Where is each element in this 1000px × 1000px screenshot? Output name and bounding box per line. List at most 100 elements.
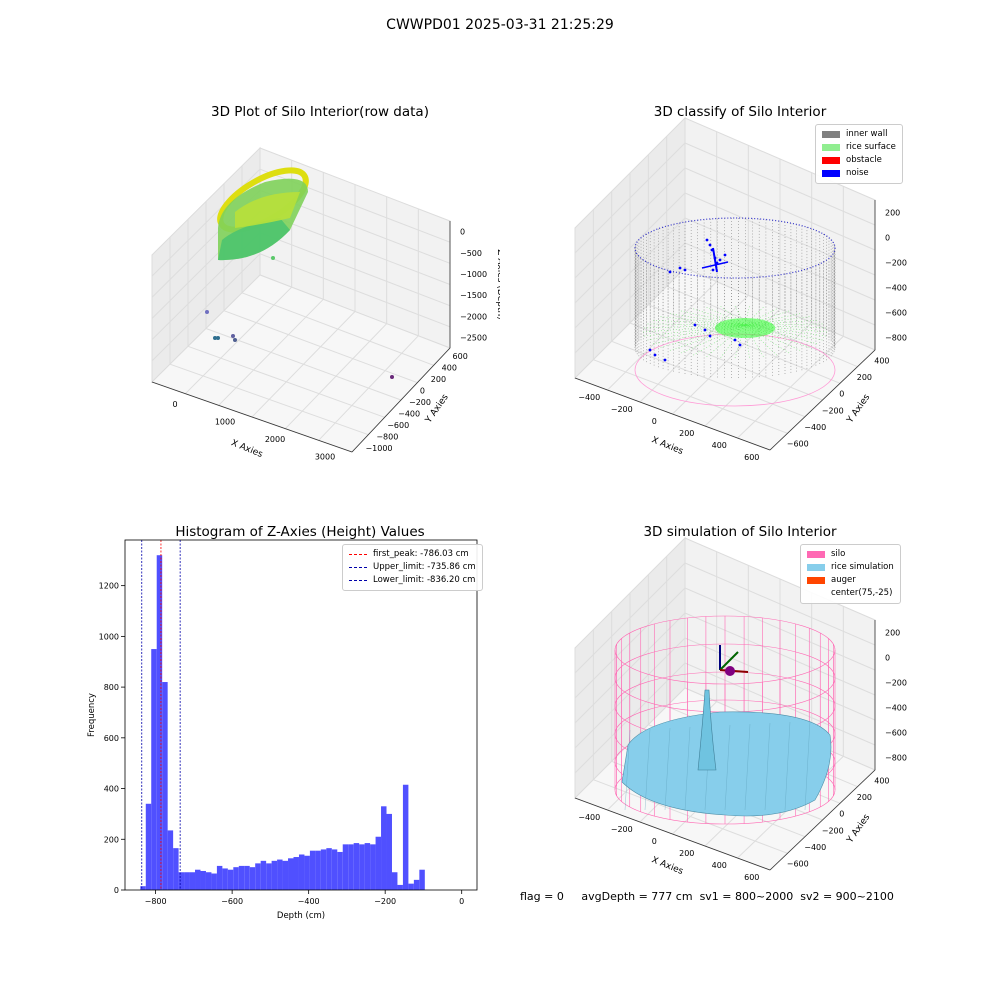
histogram-bar (419, 869, 425, 890)
sv2-value: sv2 = 900~2100 (800, 890, 894, 903)
data-point (390, 375, 394, 379)
rice-surface-strand (706, 324, 746, 357)
mesh-line (804, 720, 811, 811)
x-tick-label: 1000 (215, 417, 235, 426)
mesh-line (724, 724, 731, 811)
panel-title: 3D Plot of Silo Interior(row data) (211, 104, 429, 120)
x-tick-label: −600 (221, 897, 243, 906)
legend-swatch (807, 577, 825, 584)
y-tick-label: −200 (822, 826, 844, 835)
histogram-bar (408, 883, 414, 890)
panel-raw-data: 3D Plot of Silo Interior(row data) 0 1000… (140, 100, 500, 470)
legend-label: auger (831, 575, 856, 585)
y-tick-label: 1200 (99, 582, 119, 591)
histogram-bar (178, 872, 185, 890)
data-point (233, 338, 237, 342)
histogram-bar (227, 869, 234, 890)
y-tick-label: 400 (442, 363, 457, 372)
histogram-bar (337, 851, 343, 890)
panel-title: 3D classify of Silo Interior (653, 104, 827, 120)
panel-simulation: 3D simulation of Silo Interior −400 −200 0… (560, 520, 920, 880)
status-line: flag = 0 avgDepth = 777 cm sv1 = 800~200… (520, 890, 894, 903)
sv1-value: sv1 = 800~2000 (699, 890, 794, 903)
legend-item: rice simulation (807, 561, 894, 574)
y-tick-label: −400 (804, 423, 826, 432)
auger-marker (725, 666, 735, 676)
legend-swatch (807, 551, 825, 558)
z-axis-label: Z Axies (Depth) (495, 249, 500, 320)
center-axis-y (719, 651, 739, 671)
legend-swatch (807, 564, 825, 571)
legend-swatch (822, 170, 840, 177)
z-tick-label: 0 (885, 654, 890, 663)
avg-depth-value: avgDepth = 777 cm (581, 890, 693, 903)
x-axis-line (574, 377, 771, 451)
histogram-bar (413, 879, 420, 890)
y-tick-label: 200 (104, 835, 119, 844)
histogram-bar (140, 886, 146, 890)
noise-point (683, 268, 687, 272)
legend-swatch (822, 131, 840, 138)
histogram-bar (391, 872, 398, 890)
y-tick-label: 800 (104, 683, 119, 692)
histogram-bar (151, 649, 157, 890)
z-tick-label: 200 (885, 209, 900, 218)
histogram-bar (244, 865, 250, 890)
noise-point (711, 268, 715, 272)
simulation-legend: silo rice simulation auger center(75,-25) (800, 544, 901, 604)
histogram-bar (320, 849, 327, 890)
mesh-line (664, 727, 671, 811)
y-tick-label: 0 (420, 386, 425, 395)
legend-label: Upper_limit: -735.86 cm (373, 562, 476, 572)
histogram-legend: first_peak: -786.03 cm Upper_limit: -735.… (342, 544, 483, 591)
legend-line (349, 580, 367, 581)
legend-item: first_peak: -786.03 cm (349, 548, 476, 561)
rice-surface-strand (744, 324, 823, 341)
legend-line (349, 554, 367, 555)
legend-item: silo (807, 548, 894, 561)
histogram-bar (342, 844, 349, 890)
y-tick-label: 400 (874, 776, 889, 785)
x-tick-label: 3000 (315, 452, 335, 461)
y-tick-label: −400 (398, 410, 420, 419)
y-tick-label: −600 (387, 421, 409, 430)
histogram-bar (315, 850, 321, 890)
histogram-bar (238, 865, 245, 890)
x-tick-label: −800 (145, 897, 167, 906)
data-point (231, 334, 235, 338)
legend-label: Lower_limit: -836.20 cm (373, 575, 476, 585)
histogram-bar (370, 844, 376, 890)
classify-legend: inner wall rice surface obstacle noise (815, 124, 903, 184)
z-tick-label: −400 (885, 284, 907, 293)
y-tick-label: −1000 (365, 444, 392, 453)
rice-surface-strand (653, 319, 746, 326)
noise-point (705, 238, 709, 242)
y-tick-label: 400 (104, 785, 119, 794)
noise-point (723, 253, 727, 257)
y-tick-label: 200 (857, 373, 872, 382)
mesh-line (784, 721, 791, 811)
legend-item: obstacle (822, 154, 896, 167)
data-point (271, 256, 275, 260)
histogram-bar (249, 867, 256, 890)
z-tick-label: −600 (885, 729, 907, 738)
rice-surface-strand (706, 307, 746, 326)
panel-classify: 3D classify of Silo Interior −400 −200 0 20… (560, 100, 920, 470)
histogram-bar (288, 858, 294, 890)
histogram-bar (386, 813, 392, 890)
y-axis-label: Y Axies (845, 812, 873, 845)
legend-item: noise (822, 167, 896, 180)
histogram-bar (304, 855, 310, 890)
histogram-bar (205, 872, 212, 890)
histogram-bar (233, 867, 239, 890)
x-tick-label: −400 (578, 393, 600, 402)
grid-line (684, 142, 876, 226)
histogram-bar (298, 854, 305, 890)
noise-point (678, 266, 682, 270)
legend-item: auger (807, 574, 894, 587)
y-tick-label: 0 (839, 390, 844, 399)
rice-surface-strand (744, 313, 801, 326)
x-tick-label: −200 (611, 405, 633, 414)
legend-label: first_peak: -786.03 cm (373, 549, 469, 559)
x-tick-label: 0 (172, 400, 177, 409)
